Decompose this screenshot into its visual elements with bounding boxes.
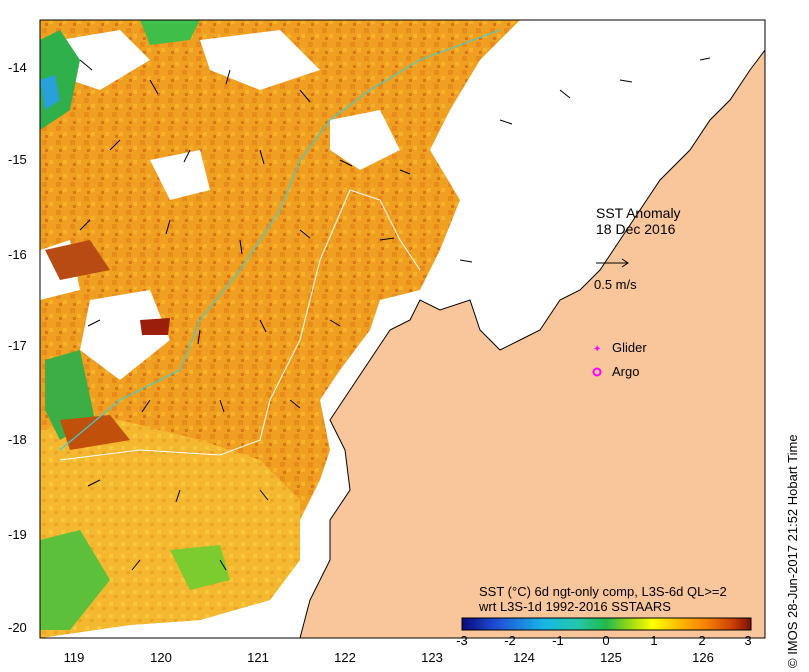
- lon-tick: 125: [600, 650, 622, 665]
- data-gap: [200, 30, 320, 90]
- isobath-200m: [59, 189, 421, 461]
- coastline: [299, 20, 765, 638]
- velocity-scale-arrow: [596, 258, 629, 268]
- colorbar-tick: -1: [552, 633, 564, 648]
- imos-credit: © IMOS 28-Jun-2017 21:52 Hobart Time: [785, 434, 800, 668]
- velocity-scale-label: 0.5 m/s: [594, 277, 637, 292]
- legend: ✦ Glider Argo: [592, 340, 647, 379]
- lat-tick: -14: [8, 60, 27, 75]
- warm-patch: [140, 318, 170, 335]
- cool-patch: [170, 545, 230, 590]
- colorbar-tick: 0: [602, 633, 609, 648]
- lat-tick: -17: [8, 338, 27, 353]
- colorbar-tick: 3: [744, 633, 751, 648]
- data-gap: [330, 110, 400, 170]
- cool-patch: [45, 350, 95, 440]
- lon-tick: 120: [150, 650, 172, 665]
- isobath-1000m: [59, 29, 501, 451]
- lat-tick: -18: [8, 432, 27, 447]
- data-description-2: wrt L3S-1d 1992-2016 SSTAARS: [478, 599, 671, 614]
- map-date: 18 Dec 2016: [596, 221, 676, 237]
- land-mass: [300, 20, 765, 638]
- lon-tick: 123: [421, 650, 443, 665]
- argo-label: Argo: [612, 364, 639, 379]
- lat-axis: -14 -15 -16 -17 -18 -19 -20: [8, 60, 27, 635]
- lon-axis: 119 120 121 122 123 124 125 126: [64, 650, 714, 665]
- lon-tick: 119: [64, 650, 85, 665]
- colorbar-tick: 1: [650, 633, 657, 648]
- colorbar-tick: -2: [504, 633, 516, 648]
- lon-tick: 121: [247, 650, 269, 665]
- lon-tick: 122: [334, 650, 356, 665]
- plot-area: [40, 20, 765, 638]
- map-title: SST Anomaly: [596, 205, 681, 221]
- warm-patch: [60, 415, 130, 450]
- colorbar: [461, 617, 752, 631]
- lon-tick: 126: [692, 650, 714, 665]
- glider-marker: ✦: [593, 344, 601, 355]
- lat-tick: -16: [8, 247, 27, 262]
- cool-patch: [140, 20, 200, 45]
- cold-patch: [40, 75, 60, 110]
- lat-tick: -20: [8, 620, 27, 635]
- data-description-1: SST (°C) 6d ngt-only comp, L3S-6d QL>=2: [479, 584, 727, 599]
- cool-patch: [40, 530, 110, 630]
- argo-marker: [592, 367, 602, 377]
- lon-tick: 124: [513, 650, 535, 665]
- data-gap: [60, 30, 150, 90]
- plot-frame: [39, 19, 766, 639]
- lat-tick: -19: [8, 527, 27, 542]
- colorbar-tick: -3: [456, 633, 468, 648]
- data-gap: [150, 150, 210, 200]
- colorbar-ticks: -3 -2 -1 0 1 2 3: [456, 633, 751, 648]
- data-gap: [80, 290, 170, 380]
- colorbar-tick: 2: [698, 633, 705, 648]
- glider-label: Glider: [612, 340, 647, 355]
- current-vectors: [79, 57, 711, 571]
- warm-patch: [45, 240, 110, 280]
- lat-tick: -15: [8, 152, 27, 167]
